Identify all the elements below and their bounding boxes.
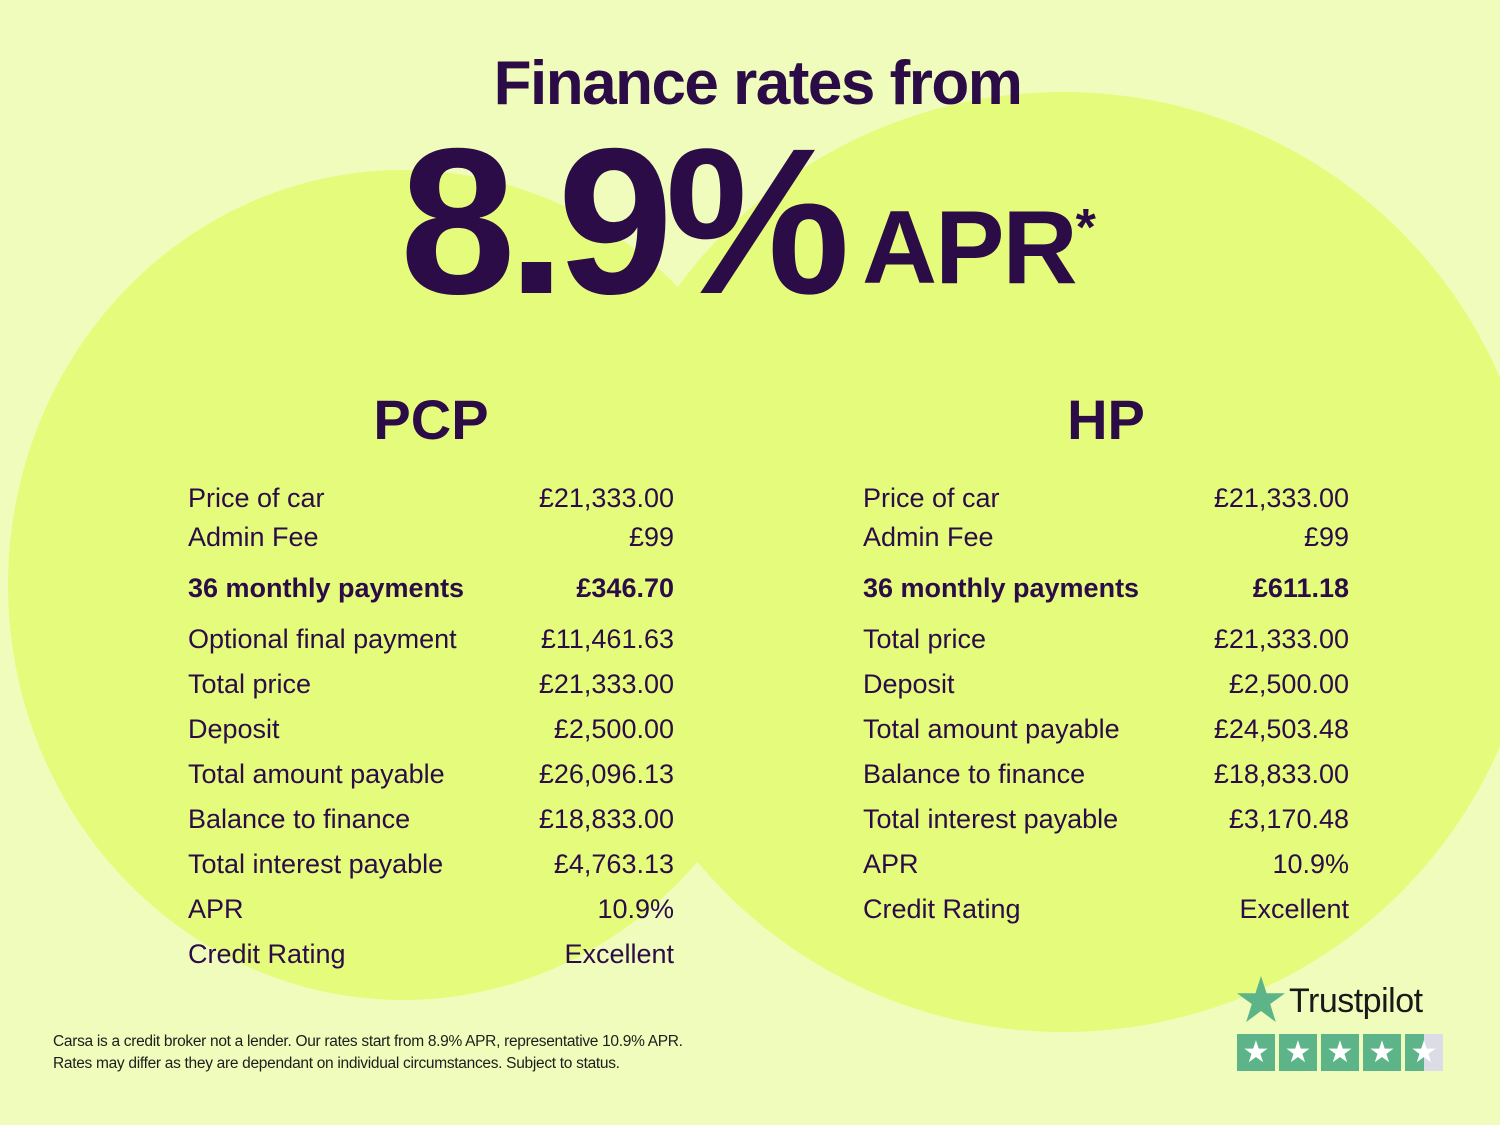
table-row: Deposit £2,500.00 bbox=[863, 662, 1349, 707]
table-row: Admin Fee £99 bbox=[863, 515, 1349, 560]
disclaimer-line-1: Carsa is a credit broker not a lender. O… bbox=[53, 1033, 683, 1050]
table-row: 36 monthly payments £346.70 bbox=[188, 560, 674, 617]
table-row: Total price £21,333.00 bbox=[863, 617, 1349, 662]
table-row: APR 10.9% bbox=[188, 887, 674, 932]
row-value: £2,500.00 bbox=[553, 714, 674, 744]
row-value: Excellent bbox=[564, 939, 674, 969]
apr-label: APR bbox=[862, 190, 1078, 306]
table-row: Credit Rating Excellent bbox=[188, 932, 674, 977]
star-icon: ★ bbox=[1237, 1034, 1275, 1071]
row-label: Total amount payable bbox=[188, 759, 445, 789]
disclaimer: Carsa is a credit broker not a lender. O… bbox=[53, 1031, 683, 1075]
table-row: Balance to finance £18,833.00 bbox=[188, 797, 674, 842]
table-row: 36 monthly payments £611.18 bbox=[863, 560, 1349, 617]
row-label: APR bbox=[863, 849, 919, 879]
star-icon: ★ bbox=[1405, 1034, 1443, 1071]
row-label: Admin Fee bbox=[863, 522, 994, 552]
pcp-table: PCP Price of car £21,333.00 Admin Fee £99 36… bbox=[188, 388, 674, 977]
row-label: Price of car bbox=[863, 483, 1000, 513]
hp-heading: HP bbox=[1067, 388, 1145, 451]
row-value: £26,096.13 bbox=[538, 759, 674, 789]
table-row: Credit Rating Excellent bbox=[863, 887, 1349, 932]
row-label: 36 monthly payments bbox=[863, 573, 1140, 603]
row-value: 10.9% bbox=[597, 894, 674, 924]
row-value: £346.70 bbox=[576, 573, 674, 603]
row-value: £18,833.00 bbox=[1213, 759, 1349, 789]
table-row: Total interest payable £3,170.48 bbox=[863, 797, 1349, 842]
row-value: £21,333.00 bbox=[1213, 483, 1349, 513]
table-row: Price of car £21,333.00 bbox=[188, 482, 674, 515]
star-icon: ★ bbox=[1279, 1034, 1317, 1071]
row-label: 36 monthly payments bbox=[188, 573, 465, 603]
headline-apr: APR* bbox=[862, 196, 1096, 300]
trustpilot-star-icon bbox=[1237, 976, 1285, 1022]
row-value: £4,763.13 bbox=[553, 849, 674, 879]
row-label: Admin Fee bbox=[188, 522, 319, 552]
row-value: £99 bbox=[1303, 522, 1349, 552]
row-value: £99 bbox=[628, 522, 674, 552]
row-label: Deposit bbox=[863, 669, 955, 699]
row-label: Total interest payable bbox=[188, 849, 444, 879]
right-decorative-circle bbox=[588, 92, 1500, 1032]
row-value: £21,333.00 bbox=[538, 483, 674, 513]
row-label: Balance to finance bbox=[863, 759, 1086, 789]
row-label: Deposit bbox=[188, 714, 280, 744]
table-row: APR 10.9% bbox=[863, 842, 1349, 887]
row-label: Credit Rating bbox=[863, 894, 1021, 924]
row-value: £18,833.00 bbox=[538, 804, 674, 834]
table-row: Admin Fee £99 bbox=[188, 515, 674, 560]
table-row: Optional final payment £11,461.63 bbox=[188, 617, 674, 662]
row-label: Balance to finance bbox=[188, 804, 411, 834]
row-label: Total price bbox=[863, 624, 987, 654]
row-value: £3,170.48 bbox=[1228, 804, 1349, 834]
disclaimer-line-2: Rates may differ as they are dependant o… bbox=[53, 1055, 620, 1072]
row-label: Optional final payment bbox=[188, 624, 457, 654]
row-label: Credit Rating bbox=[188, 939, 346, 969]
hp-table: HP Price of car £21,333.00 Admin Fee £99 36 … bbox=[863, 388, 1349, 932]
row-value: £21,333.00 bbox=[538, 669, 674, 699]
headline-rate: 8.9% bbox=[400, 106, 850, 338]
trustpilot-rating: ★ ★ ★ ★ ★ bbox=[1237, 1034, 1443, 1071]
table-row: Total interest payable £4,763.13 bbox=[188, 842, 674, 887]
pcp-heading: PCP bbox=[373, 388, 489, 451]
table-row: Price of car £21,333.00 bbox=[863, 482, 1349, 515]
trustpilot-name: Trustpilot bbox=[1289, 982, 1423, 1020]
row-value: £24,503.48 bbox=[1213, 714, 1349, 744]
row-value: £611.18 bbox=[1252, 573, 1349, 603]
table-row: Total amount payable £24,503.48 bbox=[863, 707, 1349, 752]
row-value: £2,500.00 bbox=[1228, 669, 1349, 699]
row-label: APR bbox=[188, 894, 244, 924]
row-label: Total amount payable bbox=[863, 714, 1120, 744]
table-row: Balance to finance £18,833.00 bbox=[863, 752, 1349, 797]
star-icon: ★ bbox=[1321, 1034, 1359, 1071]
row-label: Price of car bbox=[188, 483, 325, 513]
row-label: Total price bbox=[188, 669, 312, 699]
row-value: £11,461.63 bbox=[540, 624, 674, 654]
headline: Finance rates from bbox=[493, 49, 1023, 118]
row-value: Excellent bbox=[1239, 894, 1349, 924]
row-value: 10.9% bbox=[1272, 849, 1349, 879]
row-value: £21,333.00 bbox=[1213, 624, 1349, 654]
table-row: Total amount payable £26,096.13 bbox=[188, 752, 674, 797]
asterisk: * bbox=[1075, 199, 1096, 257]
star-icon: ★ bbox=[1363, 1034, 1401, 1071]
row-label: Total interest payable bbox=[863, 804, 1119, 834]
table-row: Deposit £2,500.00 bbox=[188, 707, 674, 752]
table-row: Total price £21,333.00 bbox=[188, 662, 674, 707]
